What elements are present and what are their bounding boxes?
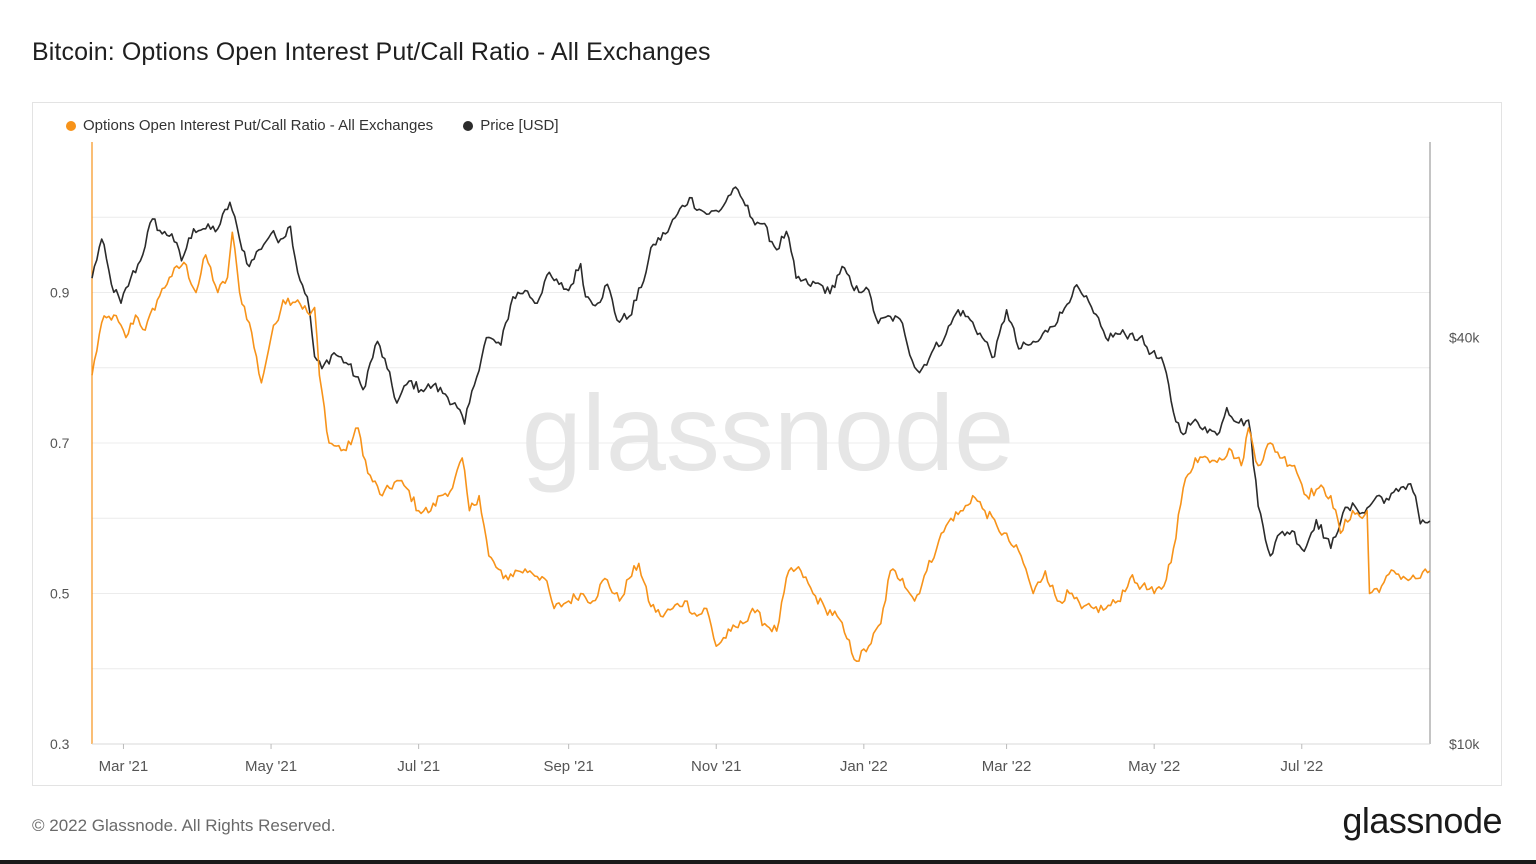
x-tick-label: May '22 [1128,758,1180,775]
legend-label-price: Price [USD] [480,117,559,134]
x-tick-label: Jul '22 [1280,758,1323,775]
grid-layer [92,216,1430,670]
legend-dot-ratio [66,120,76,131]
y-right-tick-label: $40k [1449,330,1480,346]
chart-frame [32,102,1502,786]
bottom-rule [0,860,1536,864]
glassnode-logo[interactable]: glassnode [1342,800,1502,841]
y-left-tick-label: 0.3 [50,736,70,752]
put-call-ratio-line [91,231,1431,662]
x-tick-label: Mar '21 [99,758,149,775]
y-left-tick-label: 0.7 [50,435,70,451]
x-tick-label: Nov '21 [691,758,741,775]
chart-legend: Options Open Interest Put/Call Ratio - A… [66,117,559,134]
legend-label-ratio: Options Open Interest Put/Call Ratio - A… [83,117,434,134]
axis-layer [91,142,1431,745]
y-right-tick-label: $10k [1449,736,1480,752]
x-tick-label: Jan '22 [840,758,888,775]
legend-item-price[interactable]: Price [USD] [463,117,559,134]
legend-item-ratio[interactable]: Options Open Interest Put/Call Ratio - A… [66,117,433,134]
y-left-tick-label: 0.5 [50,586,70,602]
x-tick-label: Sep '21 [543,758,593,775]
watermark: glassnode [522,372,1014,493]
x-tick-label: Jul '21 [397,758,440,775]
chart-title: Bitcoin: Options Open Interest Put/Call … [32,38,711,66]
y-left-tick-label: 0.9 [50,285,70,301]
legend-dot-price [463,120,474,131]
x-tick-label: Mar '22 [982,758,1032,775]
series-layer [91,186,1431,662]
x-tick-label: May '21 [245,758,297,775]
price-usd-line [91,186,1431,557]
tick-layer: 0.3 0.5 0.7 0.9 $10k $40k Mar '21 May '21 Jul '2… [50,285,1480,776]
copyright-text: © 2022 Glassnode. All Rights Reserved. [32,816,336,835]
